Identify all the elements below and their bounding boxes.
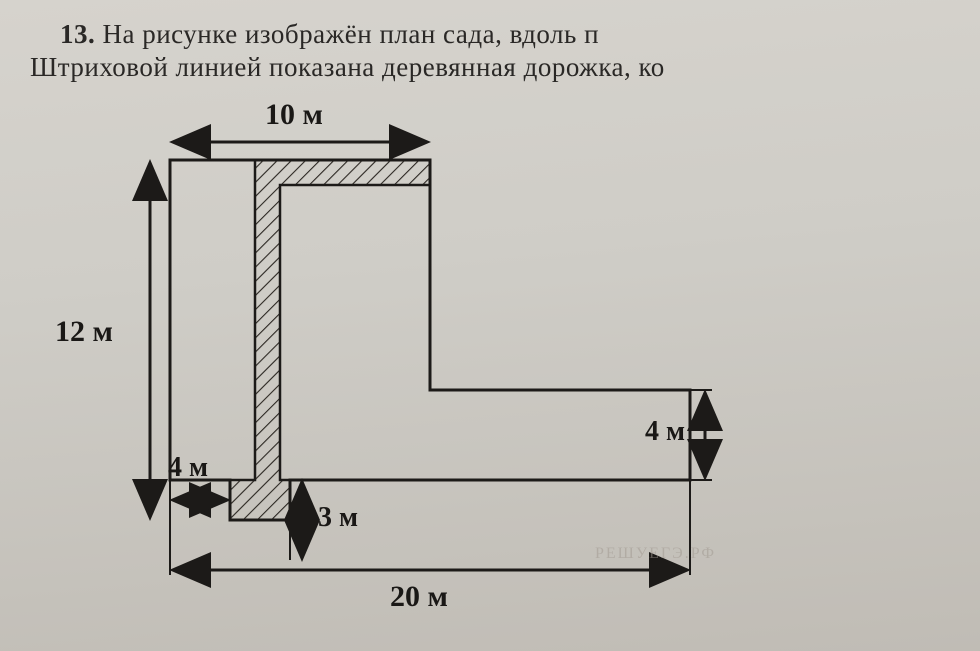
label-3m: 3 м (318, 502, 358, 534)
problem-line-2: Штриховой линией показана деревянная дор… (30, 52, 980, 83)
problem-text-1: На рисунке изображён план сада, вдоль п (103, 19, 600, 49)
watermark-text: РЕШУЕГЭ.РФ (595, 545, 716, 563)
label-inner-4m: 4 м (168, 452, 208, 484)
garden-outline (170, 160, 690, 520)
label-left-12m: 12 м (55, 315, 113, 349)
problem-number: 13. (60, 19, 95, 49)
label-right-4m: 4 м (645, 416, 685, 448)
wooden-path-hatched (230, 160, 430, 520)
garden-plan-diagram: 10 м 12 м 4 м 3 м 4 м 20 м РЕШУЕГЭ.РФ (40, 100, 760, 640)
label-top-10m: 10 м (265, 98, 323, 132)
problem-line-1: 13. На рисунке изображён план сада, вдол… (60, 18, 980, 52)
label-bottom-20m: 20 м (390, 580, 448, 614)
